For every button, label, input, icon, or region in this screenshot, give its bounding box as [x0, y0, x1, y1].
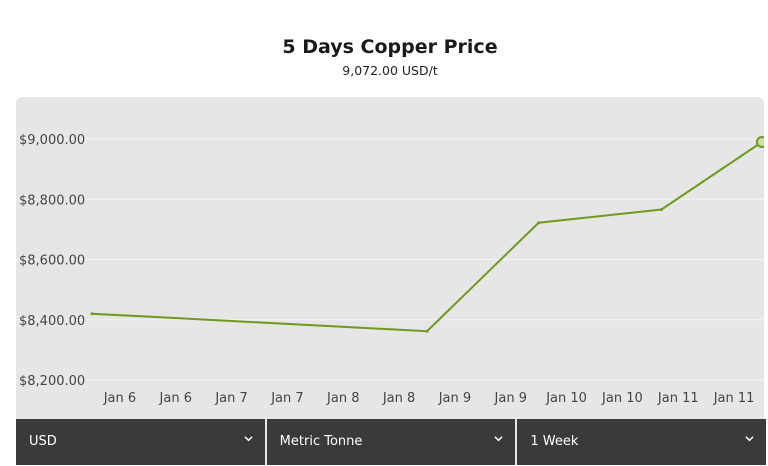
chevron-down-icon: [244, 436, 253, 442]
y-tick-label: $8,800.00: [19, 193, 85, 208]
y-tick-label: $8,200.00: [19, 374, 85, 389]
unit-select-value: Metric Tonne: [279, 434, 363, 449]
x-tick-label: Jan 11: [713, 391, 755, 406]
data-point: [425, 329, 429, 333]
x-tick-label: Jan 9: [494, 391, 527, 406]
x-tick-label: Jan 8: [326, 391, 359, 406]
period-select[interactable]: 1 Week: [517, 419, 767, 465]
chart-subtitle: 9,072.00 USD/t: [342, 63, 438, 78]
chart-controls: USD Metric Tonne 1 Week: [16, 419, 767, 465]
chart-panel: $8,200.00 $8,400.00 $8,600.00 $8,800.00 $9,0…: [16, 97, 764, 419]
last-price-marker: [756, 136, 764, 149]
x-tick-label: Jan 8: [382, 391, 415, 406]
x-tick-label: Jan 6: [159, 391, 192, 406]
unit-select[interactable]: Metric Tonne: [266, 419, 518, 465]
price-line: [91, 141, 763, 333]
x-tick-label: Jan 10: [601, 391, 643, 406]
currency-select-value: USD: [29, 434, 57, 449]
x-tick-label: Jan 7: [214, 391, 247, 406]
data-point: [537, 221, 541, 225]
chevron-down-icon: [745, 436, 754, 442]
chevron-down-icon: [494, 436, 503, 442]
chart-title: 5 Days Copper Price: [282, 36, 498, 58]
x-tick-label: Jan 11: [657, 391, 699, 406]
y-tick-label: $8,400.00: [19, 314, 85, 329]
x-tick-label: Jan 10: [545, 391, 587, 406]
line-chart: $8,200.00 $8,400.00 $8,600.00 $8,800.00 $9,0…: [16, 133, 764, 406]
y-tick-label: $8,600.00: [19, 254, 85, 269]
currency-select[interactable]: USD: [16, 419, 267, 465]
x-tick-label: Jan 7: [270, 391, 303, 406]
y-tick-label: $9,000.00: [19, 133, 85, 148]
period-select-value: 1 Week: [530, 434, 579, 449]
x-tick-label: Jan 6: [103, 391, 136, 406]
x-tick-label: Jan 9: [438, 391, 471, 406]
data-point: [90, 312, 94, 316]
data-point: [660, 207, 663, 211]
